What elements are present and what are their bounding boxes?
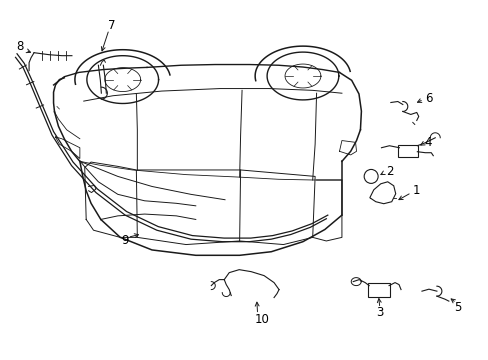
Text: 1: 1 xyxy=(412,184,419,197)
Text: 2: 2 xyxy=(385,165,392,178)
Text: 9: 9 xyxy=(122,234,129,247)
Polygon shape xyxy=(369,182,395,204)
Text: 7: 7 xyxy=(108,19,115,32)
Text: 6: 6 xyxy=(424,92,431,105)
Text: 5: 5 xyxy=(453,301,460,314)
Text: 3: 3 xyxy=(375,306,383,319)
Text: 10: 10 xyxy=(254,313,268,327)
Text: 4: 4 xyxy=(424,136,431,149)
Circle shape xyxy=(364,170,377,183)
FancyBboxPatch shape xyxy=(398,145,417,157)
FancyBboxPatch shape xyxy=(367,283,389,297)
Text: 8: 8 xyxy=(17,40,24,53)
